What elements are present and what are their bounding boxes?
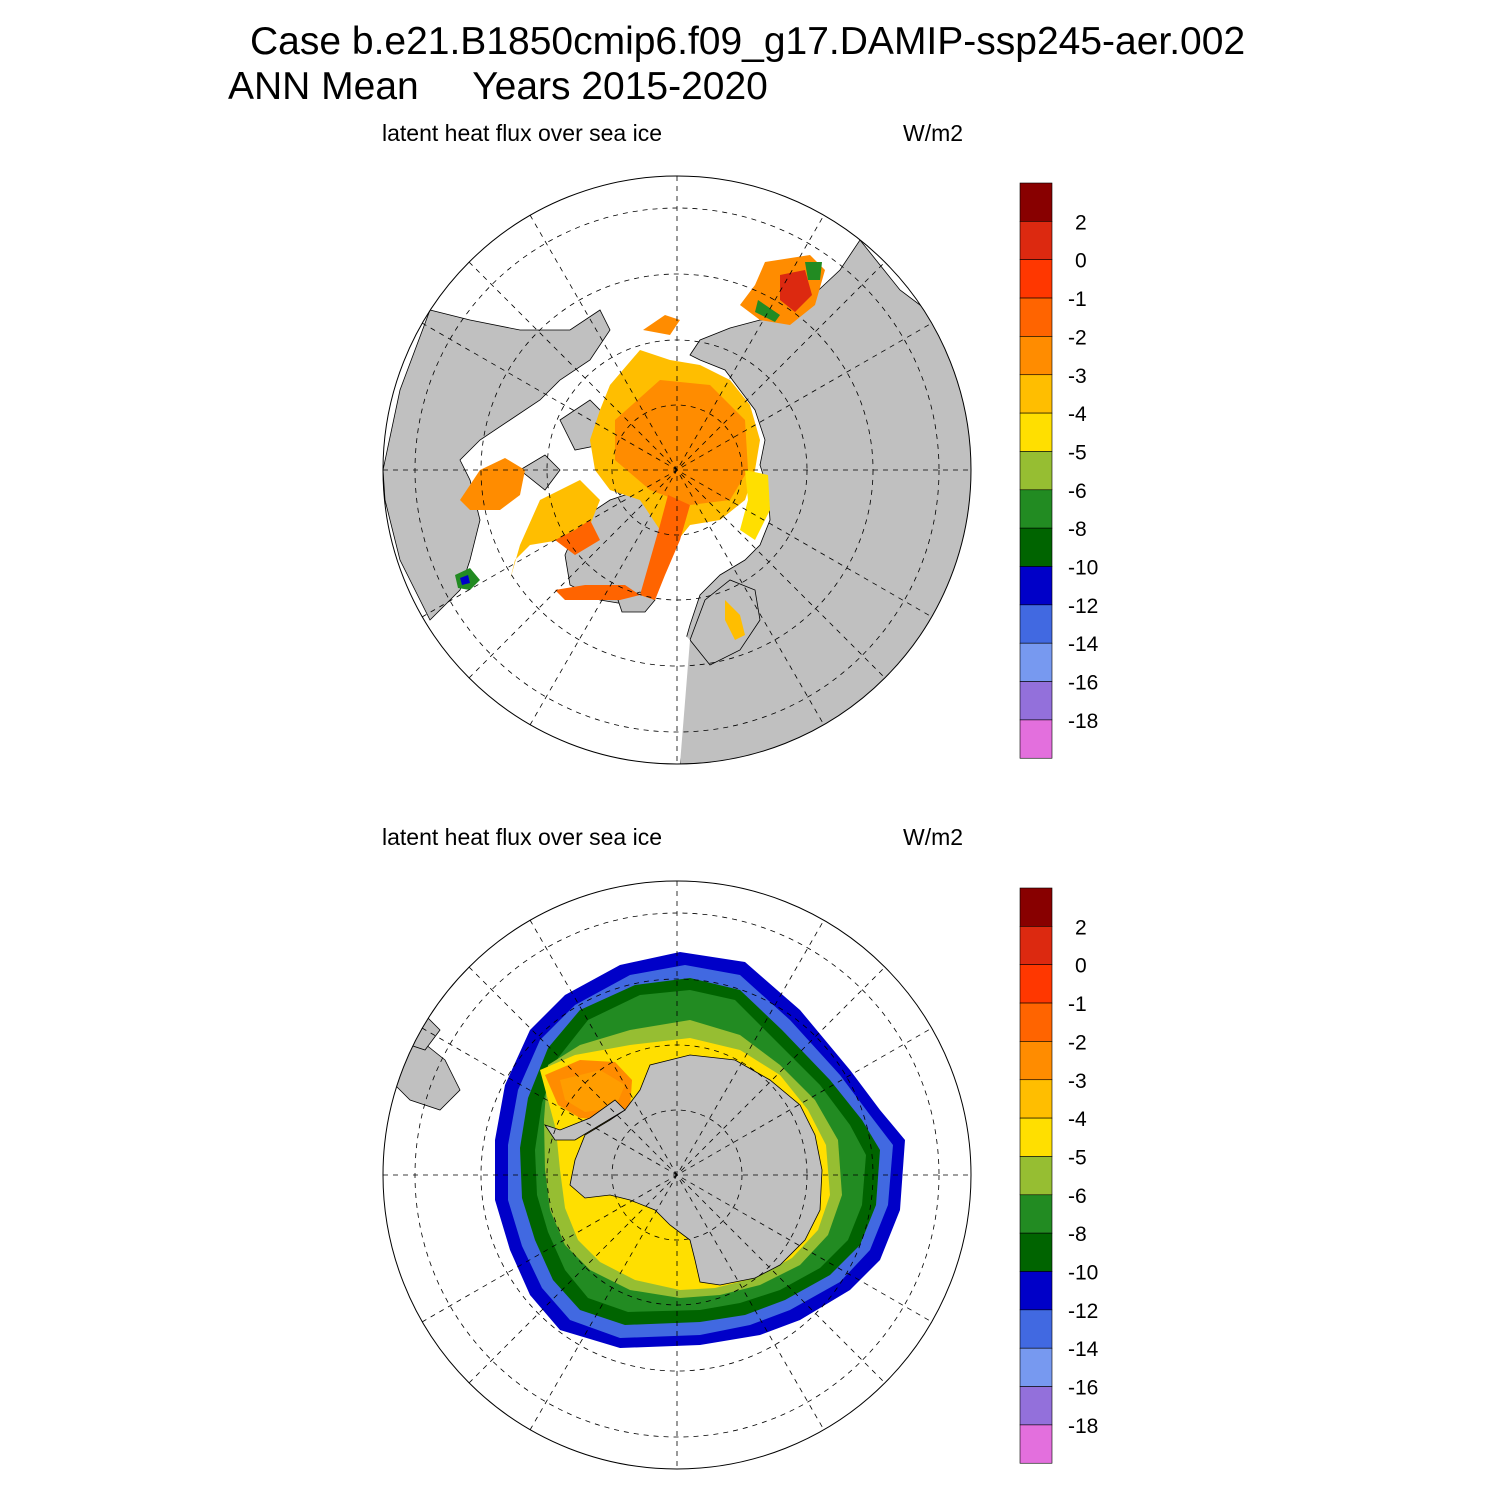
nh-colorbar-box-12: [1019, 642, 1053, 682]
nh-colorbar-box-11: [1019, 604, 1053, 644]
nh-colorbar-label-3: -2: [1068, 326, 1087, 349]
nh-ice-fram-strait: [640, 495, 690, 600]
nh-colorbar-box-6: [1019, 412, 1053, 452]
sh-colorbar-label-12: -16: [1068, 1377, 1098, 1400]
sh-land-antarctica: [569, 1054, 823, 1286]
sh-colorbar-box-3: [1019, 1002, 1053, 1042]
sh-colorbar-box-5: [1019, 1079, 1053, 1119]
nh-colorbar-box-10: [1019, 566, 1053, 606]
nh-colorbar-label-0: 2: [1075, 211, 1087, 234]
sh-colorbar: 2 0 -1 -2 -3 -4 -5 -6 -8 -10 -12 -14 -16 -18: [1019, 887, 1099, 1464]
sh-colorbar-box-1: [1019, 926, 1053, 965]
sh-colorbar-box-4: [1019, 1041, 1053, 1081]
nh-colorbar-box-3: [1019, 297, 1053, 337]
nh-colorbar-box-7: [1019, 451, 1053, 491]
sh-colorbar-label-0: 2: [1075, 916, 1087, 939]
sh-colorbar-label-2: -1: [1068, 993, 1087, 1016]
sh-colorbar-label-4: -3: [1068, 1070, 1087, 1093]
nh-sea-ice-field: [455, 255, 825, 640]
nh-colorbar-label-1: 0: [1075, 250, 1087, 273]
sh-colorbar-label-11: -14: [1068, 1338, 1099, 1361]
nh-colorbar-label-13: -18: [1068, 710, 1098, 733]
sh-colorbar-box-12: [1019, 1347, 1053, 1387]
sh-colorbar-box-14: [1019, 1424, 1053, 1464]
nh-colorbar-label-10: -12: [1068, 595, 1098, 618]
sh-land-south-america: [394, 1039, 461, 1111]
sh-colorbar-label-6: -5: [1068, 1146, 1087, 1169]
nh-colorbar-box-14: [1019, 719, 1053, 759]
nh-colorbar-box-0: [1019, 182, 1053, 222]
nh-panel-title: latent heat flux over sea ice: [382, 120, 662, 146]
figure-title-line-1: Case b.e21.B1850cmip6.f09_g17.DAMIP-ssp2…: [250, 20, 1246, 63]
nh-colorbar-label-11: -14: [1068, 633, 1099, 656]
sh-land-peninsula: [544, 1099, 626, 1141]
nh-colorbar-box-8: [1019, 489, 1053, 529]
sh-colorbar-label-9: -10: [1068, 1262, 1098, 1285]
sh-panel-title: latent heat flux over sea ice: [382, 824, 662, 850]
nh-land-scandinavia: [689, 579, 761, 666]
sh-colorbar-label-1: 0: [1075, 955, 1087, 978]
nh-colorbar-box-13: [1019, 681, 1053, 721]
nh-colorbar-label-4: -3: [1068, 365, 1087, 388]
nh-colorbar-label-8: -8: [1068, 518, 1087, 541]
nh-colorbar-box-5: [1019, 374, 1053, 414]
sh-colorbar-box-0: [1019, 887, 1053, 927]
nh-colorbar-label-9: -10: [1068, 557, 1098, 580]
nh-land-north-america: [383, 309, 611, 621]
sh-colorbar-label-10: -12: [1068, 1300, 1098, 1323]
sh-panel-units: W/m2: [903, 824, 964, 850]
nh-ice-barents: [740, 470, 770, 540]
nh-colorbar-label-5: -4: [1068, 403, 1087, 426]
sh-colorbar-label-7: -6: [1068, 1185, 1087, 1208]
nh-colorbar-label-2: -1: [1068, 288, 1087, 311]
sh-colorbar-box-10: [1019, 1271, 1053, 1311]
nh-ice-hudson-bay: [460, 458, 525, 510]
sh-colorbar-box-13: [1019, 1386, 1053, 1426]
nh-colorbar-box-9: [1019, 527, 1053, 567]
sh-colorbar-label-5: -4: [1068, 1108, 1087, 1131]
figure-title-line-2: ANN Mean Years 2015-2020: [228, 65, 768, 108]
nh-panel-units: W/m2: [903, 120, 964, 146]
sh-colorbar-box-11: [1019, 1309, 1053, 1349]
sh-colorbar-label-13: -18: [1068, 1415, 1098, 1438]
nh-colorbar: 2 0 -1 -2 -3 -4 -5 -6 -8 -10 -12 -14 -16 -18: [1019, 182, 1099, 759]
sh-colorbar-box-7: [1019, 1156, 1053, 1196]
nh-colorbar-box-2: [1019, 259, 1053, 299]
nh-colorbar-label-12: -16: [1068, 672, 1098, 695]
nh-colorbar-box-1: [1019, 221, 1053, 260]
nh-colorbar-label-7: -6: [1068, 480, 1087, 503]
sh-colorbar-label-3: -2: [1068, 1031, 1087, 1054]
sh-colorbar-box-6: [1019, 1117, 1053, 1157]
sh-colorbar-label-8: -8: [1068, 1223, 1087, 1246]
nh-colorbar-label-6: -5: [1068, 441, 1087, 464]
sh-colorbar-box-8: [1019, 1194, 1053, 1234]
sh-colorbar-box-2: [1019, 964, 1053, 1004]
sh-colorbar-box-9: [1019, 1232, 1053, 1272]
nh-colorbar-box-4: [1019, 336, 1053, 376]
